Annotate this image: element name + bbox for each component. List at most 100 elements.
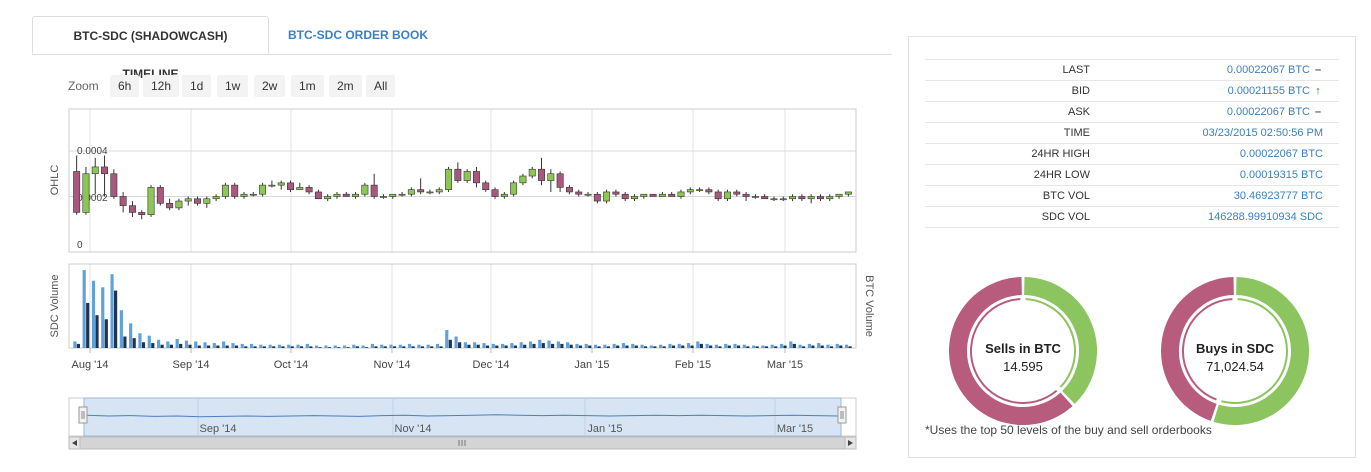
btc-volume-bar xyxy=(783,345,787,348)
btc-volume-bar xyxy=(653,346,657,348)
sdc-volume-bar xyxy=(408,343,412,348)
stats-value-cell: 0.00021155 BTC ↑ xyxy=(1102,80,1339,102)
ohlc-candle xyxy=(547,169,555,192)
sdc-volume-bar xyxy=(138,333,142,348)
sdc-volume-bar xyxy=(426,344,430,348)
stats-value: 0.00019315 BTC xyxy=(1239,169,1323,181)
ohlc-candle xyxy=(194,196,201,206)
ohlc-candle xyxy=(584,191,592,197)
sdc-volume-bar xyxy=(203,342,207,348)
sdc-volume-bar xyxy=(119,310,123,348)
btc-volume-bar xyxy=(551,343,555,348)
sdc-volume-bar xyxy=(742,344,746,348)
ohlc-candle xyxy=(370,173,378,199)
btc-volume-bar xyxy=(597,346,601,348)
ohlc-candle xyxy=(751,194,759,199)
sdc-volume-bar xyxy=(73,341,77,348)
ohlc-candle xyxy=(631,194,638,202)
sdc-volume-bar xyxy=(491,343,495,348)
btc-volume-bar xyxy=(216,345,220,348)
x-axis-tick-label: Sep '14 xyxy=(173,359,210,371)
btc-volume-bar xyxy=(829,346,834,348)
btc-volume-bar xyxy=(848,346,852,348)
ohlc-candle xyxy=(556,171,564,192)
ohlc-candle xyxy=(593,191,601,204)
btc-volume-bar xyxy=(485,345,490,348)
zoom-1w-button[interactable]: 1w xyxy=(217,75,249,97)
tab-timeline[interactable]: BTC-SDC (SHADOWCASH) TIMELINE xyxy=(32,16,269,81)
sdc-volume-bar xyxy=(268,344,272,348)
ohlc-candle xyxy=(705,187,713,195)
navigator-scrollbar[interactable] xyxy=(68,436,857,450)
sdc-volume-bar xyxy=(175,338,179,348)
navigator-right-handle[interactable] xyxy=(837,406,847,424)
zoom-6h-button[interactable]: 6h xyxy=(110,75,140,97)
zoom-12h-button[interactable]: 12h xyxy=(143,75,180,97)
btc-volume-bar xyxy=(346,347,350,348)
btc-volume-bar xyxy=(123,336,127,348)
ohlc-candle xyxy=(575,189,583,197)
ohlc-candle xyxy=(612,189,620,197)
stats-value: 30.46923777 BTC xyxy=(1233,190,1323,202)
btc-volume-bar xyxy=(523,344,527,348)
ohlc-candle xyxy=(203,196,211,208)
btc-volume-bar xyxy=(671,345,676,348)
sdc-volume-bar xyxy=(686,343,691,348)
sdc-volume-bar xyxy=(240,343,244,348)
sdc-volume-bar xyxy=(324,345,328,348)
ohlc-candle xyxy=(445,166,453,192)
sdc-volume-bar xyxy=(305,343,309,348)
stats-row-time: TIME 03/23/2015 02:50:56 PM xyxy=(925,122,1339,144)
btc-volume-bar xyxy=(839,345,843,348)
sdc-volume-bar xyxy=(845,344,849,348)
ohlc-candle xyxy=(603,189,611,204)
zoom-all-button[interactable]: All xyxy=(366,75,396,97)
stats-label: 24HR HIGH xyxy=(925,143,1102,165)
ohlc-candle xyxy=(724,189,731,202)
chevron-right-icon xyxy=(848,440,853,446)
ohlc-candle xyxy=(352,191,360,199)
stats-row-sdc-vol: SDC VOL 146288.99910934 SDC xyxy=(925,206,1339,228)
ohlc-candle xyxy=(138,210,146,220)
buys-donut-chart xyxy=(1161,277,1309,425)
navigator-left-handle[interactable] xyxy=(78,406,88,424)
zoom-1m-button[interactable]: 1m xyxy=(291,75,324,97)
btc-volume-bar xyxy=(355,346,359,348)
stats-label: ASK xyxy=(925,101,1102,123)
donut-red-segment xyxy=(1161,277,1235,421)
btc-volume-bar xyxy=(578,345,583,348)
tab-order-book[interactable]: BTC-SDC ORDER BOOK xyxy=(288,28,428,42)
zoom-2w-button[interactable]: 2w xyxy=(254,75,286,97)
donut-red-segment xyxy=(949,277,1073,425)
sdc-volume-bar xyxy=(101,287,105,348)
btc-volume-bar xyxy=(95,315,99,348)
arrow-up-icon: ↑ xyxy=(1315,85,1321,97)
sells-value: 14.595 xyxy=(1003,359,1043,374)
orderbook-footnote: *Uses the top 50 levels of the buy and s… xyxy=(925,423,1212,437)
sdc-volume-bar xyxy=(835,343,839,348)
sdc-volume-bar xyxy=(752,345,756,348)
ohlc-candle xyxy=(212,194,220,202)
zoom-2m-button[interactable]: 2m xyxy=(329,75,362,97)
ohlc-candle xyxy=(268,180,276,188)
x-axis-tick-label: Dec '14 xyxy=(473,359,510,371)
stats-value: 03/23/2015 02:50:56 PM xyxy=(1202,127,1323,139)
navigator-tick-label: Jan '15 xyxy=(587,423,622,435)
sells-label: Sells in BTC xyxy=(985,341,1061,356)
sdc-volume-bar xyxy=(435,343,440,348)
stats-value-cell: 30.46923777 BTC xyxy=(1102,185,1339,207)
sdc-volume-bar xyxy=(91,280,96,348)
stats-value: 0.00022067 BTC xyxy=(1226,106,1310,118)
btc-volume-bar xyxy=(718,346,722,348)
btc-volume-bar xyxy=(104,319,108,348)
sdc-volume-bar xyxy=(510,343,514,348)
btc-volume-bar xyxy=(253,346,257,348)
zoom-1d-button[interactable]: 1d xyxy=(182,75,212,97)
buys-donut-text: Buys in SDC 71,024.54 xyxy=(1161,277,1309,425)
btc-volume-bar xyxy=(448,339,452,348)
dash-icon: – xyxy=(1314,106,1322,118)
sdc-volume-bar xyxy=(287,344,291,348)
sdc-volume-bar xyxy=(500,343,505,348)
ohlc-candle xyxy=(463,169,471,183)
sdc-volume-bar xyxy=(807,343,811,348)
